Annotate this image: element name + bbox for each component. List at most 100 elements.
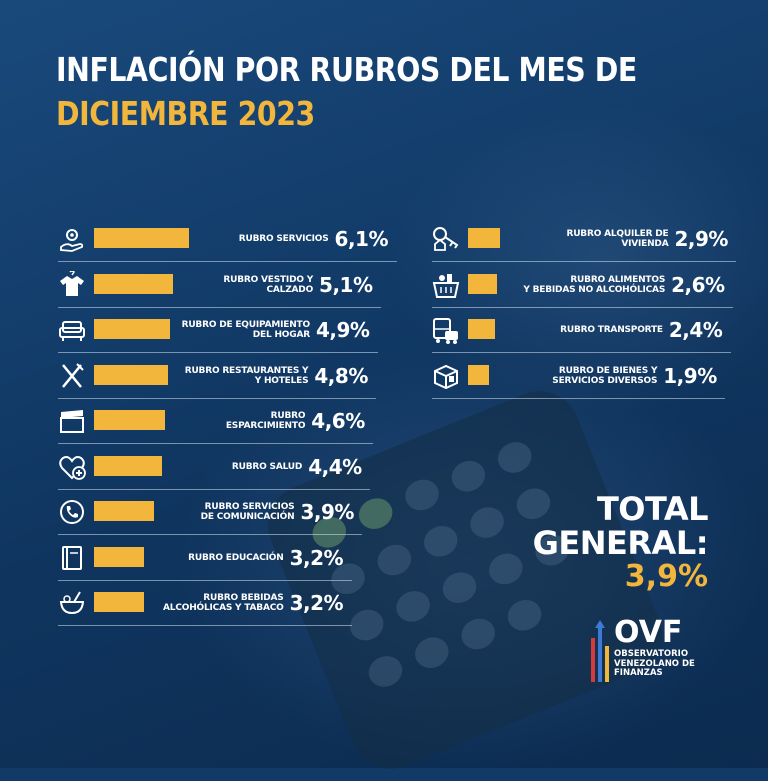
bar-row: RUBRO TRANSPORTE 2,4%: [432, 307, 731, 353]
bar-label: RUBRO DE BIENES Y SERVICIOS DIVERSOS: [497, 364, 657, 388]
bar-label: RUBRO BEBIDAS ALCOHÓLICAS Y TABACO: [152, 591, 284, 615]
bar-row: RUBRO ESPARCIMIENTO 4,6%: [58, 398, 374, 444]
bar: [94, 546, 144, 567]
logo-org-line-3: FINANZAS: [614, 668, 663, 678]
bar-value-label: 2,4%: [668, 318, 723, 342]
bar: [468, 364, 490, 385]
bar-label-line-1: RUBRO VESTIDO Y: [223, 274, 314, 285]
bar-row: RUBRO SALUD 4,4%: [58, 444, 371, 490]
sofa-icon: [58, 316, 86, 344]
title-line-1: INFLACIÓN POR RUBROS DEL MES DE: [56, 50, 637, 89]
bar-value-label: 2,6%: [671, 272, 725, 297]
bar-label: RUBRO ESPARCIMIENTO: [173, 409, 306, 433]
bar-value-label: 4,9%: [315, 318, 370, 342]
bar-label-line-1: RUBRO TRANSPORTE: [560, 325, 663, 335]
bar: [94, 228, 189, 248]
bar-label-line-2: CALZADO: [266, 284, 314, 295]
gear-hand-icon: [58, 225, 86, 253]
logo-org-line-1: OBSERVATORIO: [614, 649, 689, 659]
bar: [94, 364, 169, 385]
bar-label-text: RUBRO VESTIDO Y CALZADO: [223, 275, 313, 295]
total-general: TOTAL GENERAL: 3,9%: [532, 490, 709, 594]
house-key-icon: [432, 225, 460, 253]
bar-label-line-2: DE COMUNICACIÓN: [200, 512, 295, 522]
tshirt-icon: [58, 270, 86, 299]
bar-label-line-2: Y BEBIDAS NO ALCOHÓLICAS: [523, 284, 666, 295]
bar-label-line-1: RUBRO EDUCACIÓN: [188, 552, 284, 563]
bar-label: RUBRO ALIMENTOS Y BEBIDAS NO ALCOHÓLICAS: [505, 273, 665, 297]
bar: [94, 455, 163, 476]
bar-value-label: 5,1%: [319, 272, 373, 297]
fork-knife-icon: [58, 362, 86, 390]
bar-row: RUBRO SERVICIOS 6,1%: [58, 216, 397, 262]
row-divider: [432, 306, 734, 308]
total-label-line-1: TOTAL: [596, 490, 709, 528]
row-divider: [58, 306, 382, 308]
bar-label: RUBRO VESTIDO Y CALZADO: [181, 273, 313, 297]
bar-row: RUBRO VESTIDO Y CALZADO 5,1%: [58, 262, 382, 308]
bar-label-text: RUBRO SERVICIOS DE COMUNICACIÓN: [201, 502, 295, 522]
row-divider: [432, 261, 737, 262]
bar-label-text: RUBRO TRANSPORTE: [560, 325, 663, 335]
bar-label-line-1: RUBRO BEBIDAS: [203, 593, 284, 603]
book-icon: [58, 544, 86, 572]
heart-plus-icon: [58, 453, 86, 481]
bar-label: RUBRO ALQUILER DE VIVIENDA: [508, 227, 668, 251]
bar-label-line-1: RUBRO RESTAURANTES Y: [184, 365, 309, 376]
bar-label-line-2: DEL HOGAR: [252, 330, 310, 340]
row-divider: [432, 352, 731, 353]
row-divider: [58, 579, 352, 581]
bar-value-label: 3,2%: [289, 545, 344, 570]
drink-icon: [58, 589, 86, 617]
bar-label-line-1: RUBRO ALIMENTOS: [570, 274, 666, 285]
bar-label: RUBRO SERVICIOS DE COMUNICACIÓN: [162, 500, 295, 524]
bar-value-label: 3,9%: [300, 500, 354, 524]
bar: [468, 228, 501, 248]
bar-value-label: 2,9%: [674, 227, 728, 251]
bar-label-line-1: RUBRO DE BIENES Y: [558, 365, 658, 376]
clapperboard-icon: [58, 407, 86, 435]
bar-label-line-1: RUBRO SERVICIOS: [238, 234, 329, 244]
bar-label-line-1: RUBRO SALUD: [231, 461, 303, 472]
row-divider: [58, 625, 352, 626]
total-label-line-2: GENERAL:: [532, 524, 709, 562]
bar-label: RUBRO TRANSPORTE: [503, 318, 663, 342]
bar: [94, 319, 170, 339]
row-divider: [58, 397, 377, 399]
bar-label-text: RUBRO DE BIENES Y SERVICIOS DIVERSOS: [552, 366, 657, 386]
bar-label-text: RUBRO ESPARCIMIENTO: [226, 411, 306, 431]
bar-label: RUBRO SERVICIOS: [197, 227, 329, 251]
bar-label-text: RUBRO EDUCACIÓN: [188, 552, 284, 563]
bar-label: RUBRO EDUCACIÓN: [152, 546, 284, 570]
title-line-2: DICIEMBRE 2023: [56, 94, 315, 133]
bar-label-text: RUBRO BEBIDAS ALCOHÓLICAS Y TABACO: [163, 593, 284, 613]
grocery-basket-icon: [432, 271, 460, 299]
bar: [94, 410, 166, 430]
logo-org-line-2: VENEZOLANO DE: [614, 658, 695, 669]
bar-label-line-2: VIVIENDA: [621, 239, 669, 249]
bar-label-line-2: ALCOHÓLICAS Y TABACO: [163, 603, 284, 613]
bar: [94, 273, 174, 294]
bar-value-label: 4,8%: [314, 363, 368, 388]
total-value: 3,9%: [624, 559, 708, 594]
bar-value-label: 4,4%: [308, 454, 362, 479]
bar: [468, 273, 498, 294]
bar-value-label: 6,1%: [334, 227, 389, 251]
bar: [94, 592, 144, 612]
bar-label-line-1: RUBRO SERVICIOS: [204, 502, 295, 512]
chart-title: INFLACIÓN POR RUBROS DEL MES DE DICIEMBR…: [56, 48, 637, 136]
bar-row: RUBRO ALQUILER DE VIVIENDA 2,9%: [432, 216, 737, 262]
logo-name: OVF: [614, 615, 683, 650]
row-divider: [58, 534, 363, 535]
bar-label-text: RUBRO ALIMENTOS Y BEBIDAS NO ALCOHÓLICAS: [523, 275, 665, 295]
logo-arrow-bars-icon: [591, 620, 609, 682]
bar-row: RUBRO ALIMENTOS Y BEBIDAS NO ALCOHÓLICAS 2…: [432, 262, 734, 308]
phone-icon: [58, 498, 86, 526]
row-divider: [58, 443, 374, 444]
bar-value-label: 1,9%: [663, 363, 717, 388]
bar-row: RUBRO SERVICIOS DE COMUNICACIÓN 3,9%: [58, 489, 363, 535]
logo-org: OBSERVATORIO VENEZOLANO DE FINANZAS: [614, 649, 714, 679]
